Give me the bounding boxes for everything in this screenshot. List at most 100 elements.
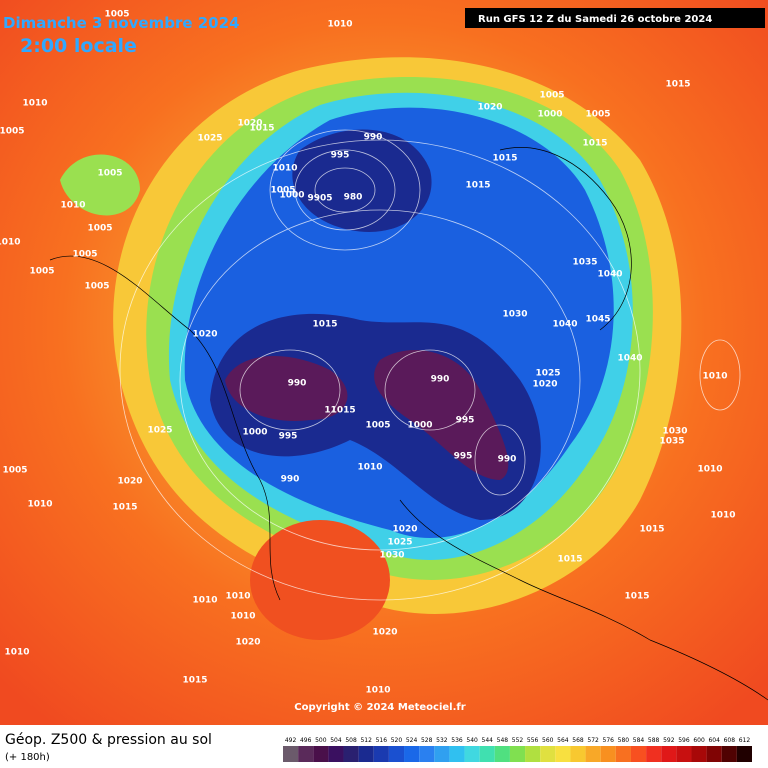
scale-swatch bbox=[343, 746, 359, 762]
coastlines bbox=[49, 147, 768, 701]
pressure-label: 1010 bbox=[0, 238, 21, 248]
pressure-label: 1030 bbox=[502, 310, 527, 320]
scale-swatch bbox=[525, 746, 541, 762]
pressure-label: 1010 bbox=[702, 372, 727, 382]
pressure-label: 990 bbox=[281, 475, 300, 485]
low-darkblue bbox=[292, 129, 432, 232]
scale-swatch bbox=[540, 746, 556, 762]
pressure-label: 1015 bbox=[624, 592, 649, 602]
scale-label: 560 bbox=[542, 737, 554, 744]
low-purple bbox=[225, 356, 348, 421]
scale-label: 600 bbox=[693, 737, 705, 744]
pressure-label: 1015 bbox=[492, 154, 517, 164]
pressure-label: 1020 bbox=[372, 628, 397, 638]
scale-swatch bbox=[283, 746, 299, 762]
pressure-label: 1010 bbox=[365, 686, 390, 696]
pressure-label: 1015 bbox=[112, 503, 137, 513]
pressure-label: 11015 bbox=[324, 406, 355, 416]
scale-label: 536 bbox=[451, 737, 463, 744]
scale-swatch bbox=[449, 746, 465, 762]
pressure-label: 1045 bbox=[585, 315, 610, 325]
isobars bbox=[119, 129, 741, 601]
scale-swatch bbox=[464, 746, 480, 762]
pressure-label: 1010 bbox=[327, 20, 352, 30]
footer-subtitle: (+ 180h) bbox=[5, 752, 50, 763]
pressure-label: 1020 bbox=[117, 477, 142, 487]
pressure-label: 1015 bbox=[182, 676, 207, 686]
scale-label: 492 bbox=[285, 737, 297, 744]
scale-label: 500 bbox=[315, 737, 327, 744]
low-purple bbox=[374, 350, 509, 480]
pressure-label: 1015 bbox=[639, 525, 664, 535]
scale-swatch bbox=[494, 746, 510, 762]
pressure-label: 1040 bbox=[617, 354, 642, 364]
scale-swatch bbox=[509, 746, 526, 762]
pressure-label: 1020 bbox=[392, 525, 417, 535]
pressure-label: 1010 bbox=[357, 463, 382, 473]
pressure-label: 1040 bbox=[552, 320, 577, 330]
pressure-label: 1005 bbox=[539, 91, 564, 101]
pressure-label: 1010 bbox=[60, 201, 85, 211]
scale-swatch bbox=[328, 746, 344, 762]
footer-title: Géop. Z500 & pression au sol bbox=[5, 732, 212, 748]
pressure-label: 1020 bbox=[237, 119, 262, 129]
scale-swatch bbox=[630, 746, 647, 762]
pressure-label: 1020 bbox=[477, 103, 502, 113]
pressure-label: 995 bbox=[454, 452, 473, 462]
pressure-label: 1015 bbox=[582, 139, 607, 149]
scale-label: 604 bbox=[708, 737, 720, 744]
pressure-label: 1040 bbox=[597, 270, 622, 280]
scale-swatch bbox=[585, 746, 601, 762]
scale-swatch bbox=[388, 746, 405, 762]
scale-label: 524 bbox=[406, 737, 418, 744]
pressure-label: 1025 bbox=[147, 426, 172, 436]
scale-swatch bbox=[313, 746, 329, 762]
pressure-label: 1010 bbox=[230, 612, 255, 622]
pressure-label: 990 bbox=[431, 375, 450, 385]
scale-label: 496 bbox=[300, 737, 312, 744]
scale-label: 612 bbox=[739, 737, 751, 744]
scale-label: 528 bbox=[421, 737, 433, 744]
pressure-label: 1015 bbox=[249, 124, 274, 134]
run-label: Run GFS 12 Z du Samedi 26 octobre 2024 bbox=[478, 14, 712, 25]
pressure-label: 990 bbox=[288, 379, 307, 389]
pressure-label: 995 bbox=[456, 416, 475, 426]
scale-label: 520 bbox=[391, 737, 403, 744]
color-scale: 492 496 500 504 508 512 516 520 524 528 532 536 540 5… bbox=[283, 737, 752, 762]
scale-label: 572 bbox=[587, 737, 599, 744]
pressure-label: 995 bbox=[279, 432, 298, 442]
pressure-label: 990 bbox=[498, 455, 517, 465]
scale-swatch bbox=[646, 746, 662, 762]
scale-swatch bbox=[419, 746, 435, 762]
scale-label: 588 bbox=[648, 737, 660, 744]
scale-label: 516 bbox=[376, 737, 388, 744]
pressure-label: 1005 bbox=[97, 169, 122, 179]
scale-swatch bbox=[721, 746, 737, 762]
pressure-label: 1010 bbox=[27, 500, 52, 510]
pressure-label: 1010 bbox=[192, 596, 217, 606]
scale-label: 584 bbox=[633, 737, 645, 744]
run-box bbox=[465, 8, 765, 28]
scale-label: 556 bbox=[527, 737, 539, 744]
pressure-label: 1025 bbox=[387, 538, 412, 548]
pressure-label: 1000 bbox=[242, 428, 267, 438]
pressure-label: 995 bbox=[331, 151, 350, 161]
pressure-label: 1035 bbox=[572, 258, 597, 268]
pressure-label: 1005 bbox=[29, 267, 54, 277]
scale-swatch bbox=[570, 746, 586, 762]
pressure-label: 1020 bbox=[532, 380, 557, 390]
pressure-label: 1005 bbox=[270, 186, 295, 196]
scale-label: 592 bbox=[663, 737, 675, 744]
pressure-label: 1025 bbox=[197, 134, 222, 144]
pressure-label: 1030 bbox=[379, 551, 404, 561]
pressure-label: 1015 bbox=[465, 181, 490, 191]
scale-label: 552 bbox=[512, 737, 524, 744]
scale-swatch bbox=[706, 746, 722, 762]
pressure-label: 1000 bbox=[537, 110, 562, 120]
pressure-label: 1005 bbox=[2, 466, 27, 476]
pressure-label: 1010 bbox=[4, 648, 29, 658]
pressure-label: 1015 bbox=[312, 320, 337, 330]
scale-swatch bbox=[600, 746, 616, 762]
pressure-label: 1005 bbox=[104, 10, 129, 20]
